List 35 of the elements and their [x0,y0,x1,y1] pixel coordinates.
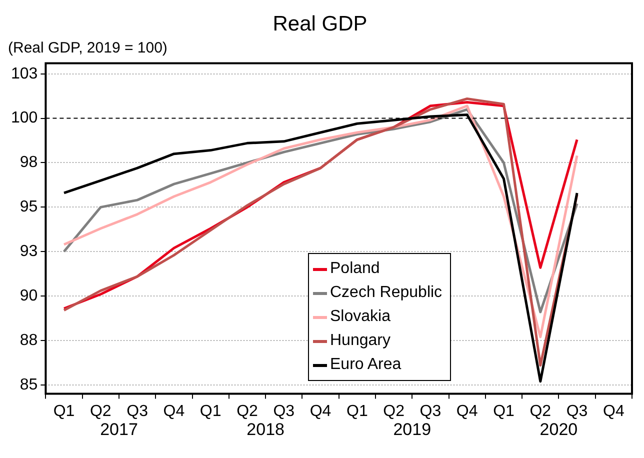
x-tick-label: Q2 [383,402,405,420]
text: 2020 [540,420,578,439]
x-tick-label: Q4 [310,402,332,420]
text: 2017 [100,420,138,439]
y-tick-label: 90 [20,287,38,304]
chart-title: Real GDP [272,12,368,36]
x-tick-label: Q3 [273,402,295,420]
legend-label: Czech Republic [330,284,442,302]
x-tick-label: Q1 [493,402,515,420]
x-tick-label: Q2 [236,402,258,420]
x-tick-label: Q1 [346,402,368,420]
y-tick-label: 98 [20,154,38,172]
x-tick-label: Q1 [200,402,222,420]
legend-label: Slovakia [330,308,390,326]
legend-label: Hungary [330,332,390,350]
x-tick-label: Q4 [163,402,185,420]
x-tick-label: Q3 [420,402,442,420]
legend-label: Poland [330,260,380,278]
x-tick-label: Q2 [90,402,112,420]
y-tick-label: 103 [10,65,38,82]
y-tick-label: 95 [20,198,38,216]
y-tick-label: 88 [20,332,38,349]
x-tick-label: Q4 [603,402,624,420]
x-tick-label: Q3 [566,402,588,420]
x-tick-label: Q1 [53,402,75,420]
text: 2018 [246,420,284,439]
x-tick-label: Q4 [456,402,478,420]
legend-label: Euro Area [330,356,402,374]
x-tick-label: Q2 [530,402,552,420]
x-tick-label: Q3 [126,402,148,420]
y-tick-label: 100 [10,110,38,127]
y-tick-label: 85 [20,376,38,394]
text: 2019 [393,420,432,439]
y-tick-label: 93 [20,243,38,260]
chart-subtitle: (Real GDP, 2019 = 100) [8,39,168,56]
